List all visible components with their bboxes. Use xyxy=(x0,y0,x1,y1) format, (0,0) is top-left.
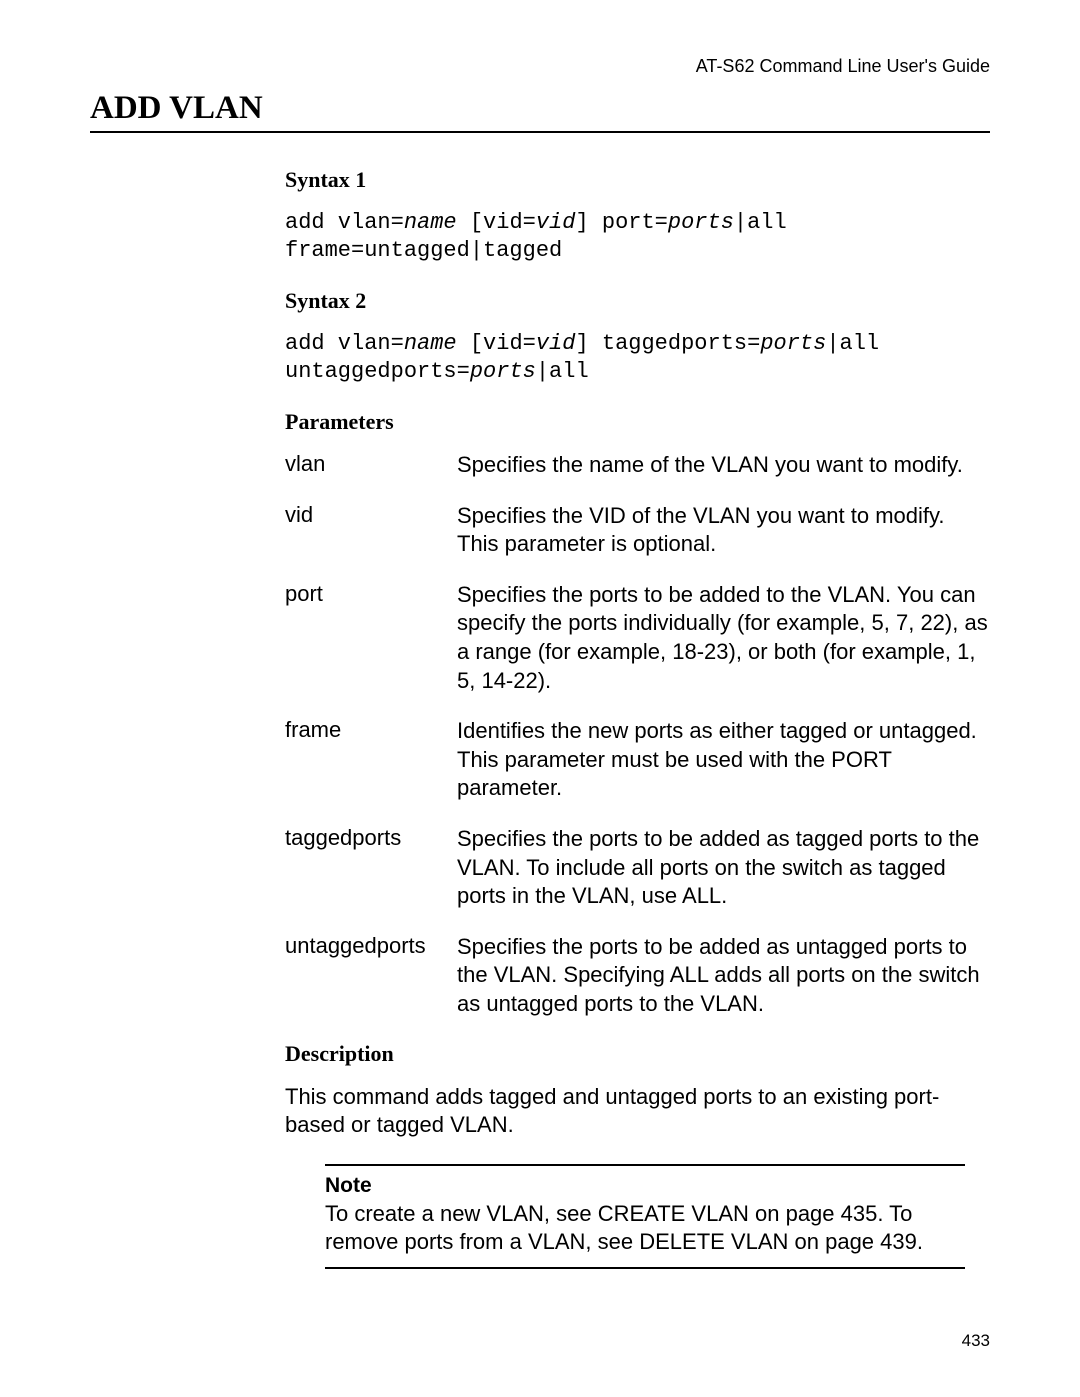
note-text: To create a new VLAN, see CREATE VLAN on… xyxy=(325,1200,965,1257)
note-label: Note xyxy=(325,1174,965,1198)
parameter-term: taggedports xyxy=(285,825,457,851)
parameter-description: Specifies the ports to be added as tagge… xyxy=(457,825,990,911)
command-title: ADD VLAN xyxy=(90,90,990,127)
syntax-keyword: [vid= xyxy=(457,210,536,235)
parameter-term: port xyxy=(285,581,457,607)
content-body: Syntax 1 add vlan=name [vid=vid] port=po… xyxy=(285,167,990,1269)
syntax-keyword: |all xyxy=(536,359,589,384)
parameter-description: Specifies the VID of the VLAN you want t… xyxy=(457,502,990,559)
syntax-variable: vid xyxy=(536,331,576,356)
syntax2-heading: Syntax 2 xyxy=(285,288,990,314)
syntax-keyword: [vid= xyxy=(457,331,536,356)
description-heading: Description xyxy=(285,1041,990,1067)
parameter-row: taggedportsSpecifies the ports to be add… xyxy=(285,825,990,911)
parameter-term: vlan xyxy=(285,451,457,477)
parameter-row: untaggedportsSpecifies the ports to be a… xyxy=(285,933,990,1019)
parameter-row: vlanSpecifies the name of the VLAN you w… xyxy=(285,451,990,480)
parameter-term: frame xyxy=(285,717,457,743)
parameter-row: vidSpecifies the VID of the VLAN you wan… xyxy=(285,502,990,559)
syntax2-code: add vlan=name [vid=vid] taggedports=port… xyxy=(285,330,990,385)
description-text: This command adds tagged and untagged po… xyxy=(285,1083,990,1140)
syntax-variable: ports xyxy=(470,359,536,384)
syntax-keyword: add vlan= xyxy=(285,331,404,356)
parameter-row: portSpecifies the ports to be added to t… xyxy=(285,581,990,695)
syntax1-code: add vlan=name [vid=vid] port=ports|all fr… xyxy=(285,209,990,264)
parameter-term: vid xyxy=(285,502,457,528)
page-number: 433 xyxy=(962,1331,990,1351)
syntax-variable: vid xyxy=(536,210,576,235)
parameters-list: vlanSpecifies the name of the VLAN you w… xyxy=(285,451,990,1019)
syntax-keyword: ] port= xyxy=(575,210,667,235)
parameter-description: Specifies the ports to be added as untag… xyxy=(457,933,990,1019)
page: AT-S62 Command Line User's Guide ADD VLA… xyxy=(0,0,1080,1397)
syntax-keyword: untaggedports= xyxy=(285,359,470,384)
parameter-description: Identifies the new ports as either tagge… xyxy=(457,717,990,803)
running-head: AT-S62 Command Line User's Guide xyxy=(696,56,990,77)
syntax-keyword: |all xyxy=(826,331,879,356)
note-box: Note To create a new VLAN, see CREATE VL… xyxy=(325,1164,965,1269)
syntax-keyword: add vlan= xyxy=(285,210,404,235)
parameter-description: Specifies the name of the VLAN you want … xyxy=(457,451,990,480)
title-rule xyxy=(90,131,990,133)
parameters-heading: Parameters xyxy=(285,409,990,435)
parameter-row: frameIdentifies the new ports as either … xyxy=(285,717,990,803)
syntax-keyword: |all xyxy=(734,210,787,235)
syntax-variable: name xyxy=(404,331,457,356)
syntax-variable: ports xyxy=(760,331,826,356)
syntax-variable: ports xyxy=(668,210,734,235)
syntax-keyword: frame=untagged|tagged xyxy=(285,238,562,263)
syntax-keyword: ] taggedports= xyxy=(575,331,760,356)
syntax1-heading: Syntax 1 xyxy=(285,167,990,193)
parameter-term: untaggedports xyxy=(285,933,457,959)
syntax-variable: name xyxy=(404,210,457,235)
parameter-description: Specifies the ports to be added to the V… xyxy=(457,581,990,695)
